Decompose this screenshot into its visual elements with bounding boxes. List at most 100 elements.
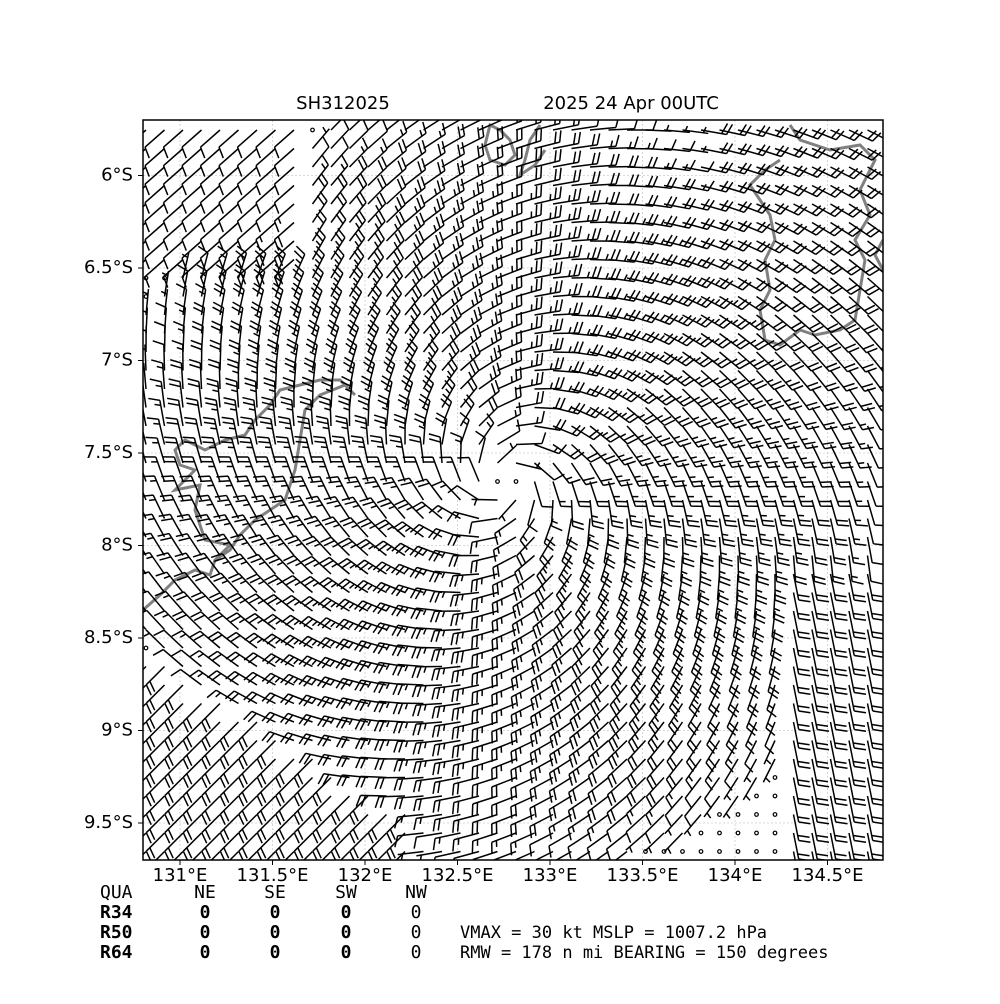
wind-barb (515, 410, 545, 427)
wind-barb (645, 234, 678, 247)
wind-barb (201, 813, 221, 844)
wind-barb (431, 684, 461, 700)
wind-barb (478, 272, 503, 298)
wind-barb (423, 231, 445, 261)
wind-barb (391, 644, 424, 657)
wind-barb (354, 737, 387, 750)
wind-barb (811, 128, 845, 141)
wind-barb (312, 776, 332, 807)
wind-barb (755, 351, 787, 371)
wind-barb (755, 444, 781, 469)
wind-barb (281, 594, 313, 612)
wind-barb (348, 120, 362, 131)
wind-barb (144, 258, 165, 288)
wind-barb (193, 301, 206, 334)
wind-barb (829, 407, 856, 431)
wind-barb (336, 735, 369, 749)
wind-barb (607, 518, 620, 550)
wind-barb (792, 499, 813, 527)
wind-barb (737, 536, 753, 567)
wind-barb (663, 832, 684, 855)
wind-barb (589, 210, 621, 224)
wind-barb (251, 494, 277, 519)
wind-barb (247, 553, 277, 575)
wind-barb (718, 536, 733, 567)
wind-barb (219, 795, 240, 826)
wind-barb (571, 120, 600, 131)
wind-barb (548, 758, 572, 785)
wind-barb (416, 850, 443, 860)
wind-barb (404, 284, 423, 316)
wind-barb (793, 166, 826, 179)
wind-barb (750, 629, 763, 662)
wind-barb (204, 397, 221, 427)
wind-barb (256, 758, 277, 789)
wind-barb (571, 227, 602, 242)
wind-barb (256, 813, 277, 844)
wind-barb (460, 161, 485, 187)
wind-barb (497, 219, 523, 242)
wind-barb (774, 444, 799, 469)
wind-barb (471, 498, 498, 506)
wind-barb (830, 129, 863, 142)
wind-barb (376, 850, 388, 860)
wind-barb (330, 209, 347, 242)
wind-barb (811, 499, 831, 527)
wind-barb (373, 700, 406, 713)
wind-barb (792, 647, 811, 677)
wind-barb (457, 456, 480, 482)
wind-barb (682, 295, 715, 309)
wind-barb (491, 684, 517, 707)
table-cell: 0 (270, 942, 281, 963)
wind-barb (756, 221, 789, 235)
wind-barb (275, 436, 295, 464)
wind-barb (515, 352, 544, 372)
wind-barb (143, 609, 166, 631)
wind-barb (515, 203, 543, 224)
wind-barb (197, 475, 221, 501)
wind-barb (329, 300, 341, 334)
wind-barb (742, 777, 758, 801)
wind-barb (300, 575, 332, 594)
wind-barb (190, 611, 221, 631)
wind-barb (432, 832, 461, 851)
wind-barb (164, 813, 184, 844)
wind-barb (792, 536, 809, 566)
wind-barb (755, 499, 775, 527)
wind-barb (282, 376, 295, 408)
wind-barb (373, 414, 388, 445)
wind-barb (219, 739, 240, 770)
wind-barb (497, 275, 523, 298)
wind-barb (391, 542, 424, 557)
wind-barb (228, 339, 241, 371)
wind-barb (792, 777, 811, 807)
wind-barb (423, 177, 446, 205)
wind-barb (567, 832, 591, 859)
wind-barb (409, 587, 443, 600)
wind-barb (866, 499, 883, 527)
wind-barb (608, 406, 640, 424)
wind-barb (620, 555, 633, 588)
wind-barb (236, 456, 258, 482)
wind-barb (448, 554, 480, 567)
wind-barb (233, 494, 258, 519)
wind-barb (423, 213, 445, 242)
wind-barb (626, 444, 654, 467)
wind-barb (700, 142, 734, 155)
wind-barb (534, 120, 561, 131)
wind-barb (173, 571, 203, 593)
wind-barb (478, 327, 503, 353)
wind-barb (248, 534, 277, 556)
wind-barb (160, 289, 169, 316)
calm-marker (698, 849, 704, 854)
table-cell: 0 (200, 922, 211, 943)
calm-marker (717, 830, 722, 836)
wind-barb (317, 695, 350, 708)
x-tick-label: 134.5°E (792, 865, 864, 886)
wind-barb (451, 739, 480, 759)
wind-barb (374, 519, 406, 538)
wind-barb (792, 407, 820, 430)
wind-barb (471, 665, 498, 686)
wind-barb (261, 711, 295, 724)
